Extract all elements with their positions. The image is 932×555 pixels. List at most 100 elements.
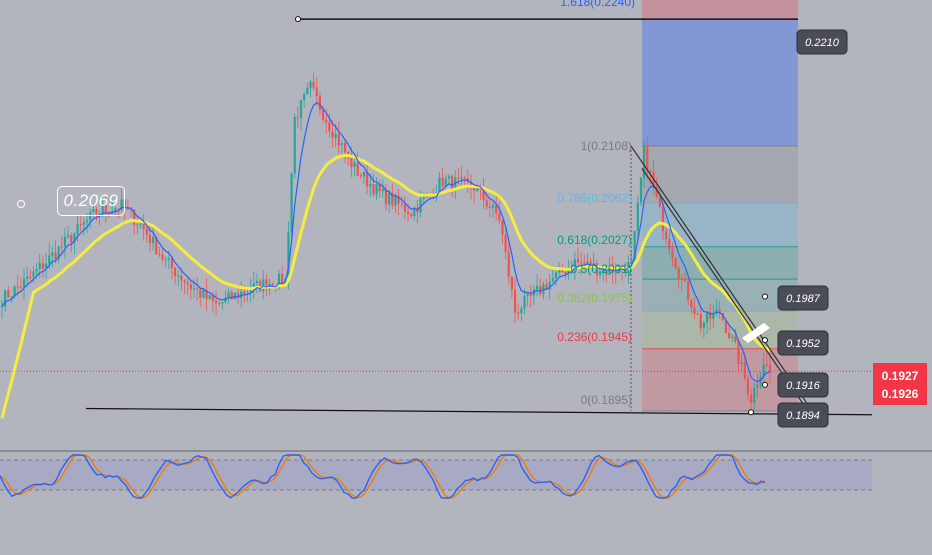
- candle-body: [51, 252, 54, 256]
- candle-body: [70, 235, 73, 243]
- fib-label-0.5: 0.5(0.2001): [571, 262, 632, 276]
- candle-body: [362, 171, 366, 177]
- fib-zone-4: [642, 246, 798, 280]
- candle-body: [265, 279, 268, 290]
- candle-body: [214, 300, 218, 304]
- fib-label-0.618: 0.618(0.2027): [557, 233, 632, 247]
- candle-body: [743, 362, 746, 379]
- candle-body: [690, 299, 693, 308]
- candle-body: [331, 131, 334, 138]
- candle-body: [523, 295, 526, 309]
- fib-zones: [630, 0, 798, 412]
- candle-body: [79, 224, 82, 226]
- candle-body: [249, 290, 252, 293]
- candle-body: [381, 188, 384, 192]
- candle-body: [76, 224, 79, 234]
- moving-averages: [0, 101, 771, 419]
- annotation-box[interactable]: 0.2069: [57, 186, 125, 216]
- candle-body: [221, 302, 224, 304]
- candle-body: [366, 171, 369, 187]
- candle-body: [687, 280, 690, 300]
- candle-body: [649, 171, 652, 173]
- candle-body: [608, 266, 611, 275]
- candle-body: [142, 223, 145, 229]
- candle-body: [715, 309, 718, 314]
- candle-body: [262, 279, 265, 292]
- candle-body: [526, 293, 529, 296]
- candle-body: [258, 280, 262, 292]
- candle-body: [463, 177, 466, 179]
- candle-body: [586, 261, 589, 265]
- candle-body: [343, 143, 347, 153]
- candle-body: [164, 259, 167, 261]
- candle-body: [548, 281, 551, 290]
- slow-moving-average-line: [0, 153, 771, 419]
- candle-body: [397, 195, 400, 204]
- stoch-k-line: [0, 454, 766, 499]
- candle-body: [410, 214, 413, 217]
- candle-body: [202, 289, 205, 298]
- candle-body: [422, 196, 425, 199]
- candle-body: [337, 133, 340, 146]
- candle-body: [482, 189, 485, 201]
- candle-body: [325, 119, 328, 123]
- candle-body: [753, 387, 756, 403]
- candle-body: [101, 205, 104, 214]
- last-price-value: 0.1927: [881, 369, 919, 383]
- level-dot: [762, 381, 768, 388]
- candle-body: [356, 162, 359, 176]
- candle-body: [186, 282, 189, 285]
- candle-body: [114, 208, 117, 212]
- candle-body: [683, 278, 687, 281]
- candle-body: [189, 284, 192, 290]
- candle-body: [95, 208, 98, 214]
- candle-body: [306, 87, 309, 95]
- candle-body: [44, 263, 48, 269]
- candle-body: [580, 262, 583, 264]
- candle-body: [309, 81, 312, 88]
- candle-body: [312, 81, 315, 88]
- candle-body: [347, 152, 350, 155]
- candle-body: [66, 235, 70, 237]
- candle-body: [243, 291, 246, 294]
- candle-body: [513, 289, 517, 313]
- candle-body: [583, 262, 586, 265]
- candle-body: [614, 272, 617, 274]
- candle-body: [705, 312, 709, 323]
- candle-body: [488, 206, 491, 208]
- candle-body: [375, 184, 378, 195]
- level-tags: 0.2210 0.1987 0.1952 0.1916 0.1894: [748, 29, 848, 428]
- candle-body: [633, 230, 636, 261]
- fib-label-0.382: 0.382(0.1975): [557, 291, 632, 305]
- candle-body: [255, 280, 259, 284]
- candle-body: [727, 332, 731, 338]
- candle-body: [170, 258, 174, 268]
- candle-body: [378, 184, 381, 192]
- candle-body: [740, 362, 743, 364]
- candle-body: [227, 292, 230, 298]
- candle-body: [485, 200, 488, 207]
- fib-label-1.618: 1.618(0.2240): [560, 0, 635, 9]
- candle-body: [117, 208, 120, 210]
- candle-body: [595, 263, 598, 275]
- candle-body: [636, 202, 639, 231]
- candle-body: [13, 286, 16, 297]
- candle-body: [151, 236, 155, 243]
- candle-body: [718, 309, 721, 314]
- candle-body: [287, 231, 290, 279]
- annotation-dot[interactable]: [17, 200, 25, 208]
- level-tag-0.1894: 0.1894: [786, 410, 820, 422]
- fib-label-0.236: 0.236(0.1945): [557, 330, 632, 344]
- candle-body: [246, 292, 249, 294]
- level-tag-0.2210: 0.2210: [805, 37, 840, 49]
- candle-body: [174, 267, 177, 277]
- candle-body: [277, 273, 281, 288]
- candle-body: [545, 284, 548, 290]
- candle-body: [737, 341, 740, 364]
- candle-body: [299, 99, 303, 118]
- candle-body: [447, 176, 451, 179]
- candle-body: [646, 145, 649, 172]
- candle-body: [734, 336, 737, 342]
